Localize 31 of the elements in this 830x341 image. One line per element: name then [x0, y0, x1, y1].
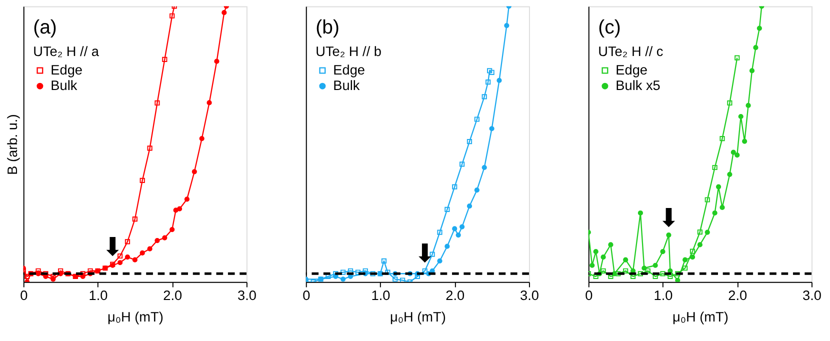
legend-title: UTe₂ H // b [316, 44, 382, 59]
x-tick-label: 1.0 [88, 288, 108, 303]
legend-title: UTe₂ H // a [33, 44, 100, 59]
text: (c) [598, 16, 621, 38]
legend-label: Bulk [333, 78, 360, 93]
x-tick-label: 3.0 [520, 288, 540, 303]
legend-label: Edge [50, 62, 82, 78]
annotation: ⬇ [658, 202, 680, 232]
x-tick-label: 2.0 [163, 288, 182, 303]
text: (a) [33, 16, 57, 38]
x-tick-label: 0 [302, 288, 311, 303]
x-axis-title: μ₀H (mT) [390, 309, 446, 324]
x-tick-label: 2.0 [446, 288, 465, 303]
x-tick-label: 3.0 [802, 288, 822, 303]
legend-label: Bulk [50, 78, 78, 93]
x-axis-title: μ₀H (mT) [107, 309, 164, 324]
x-tick-label: 2.0 [728, 288, 748, 303]
x-tick-label: 1.0 [371, 288, 391, 303]
legend-label: Edge [616, 62, 648, 78]
x-tick-label: 0 [585, 288, 594, 303]
annotation: ⬇ [102, 232, 124, 262]
text: (b) [316, 16, 340, 38]
x-axis-title: μ₀H (mT) [672, 309, 728, 324]
x-tick-label: 3.0 [237, 288, 257, 303]
x-tick-label: 1.0 [654, 288, 674, 303]
annotation: ⬇ [414, 238, 436, 268]
legend-title: UTe₂ H // c [598, 44, 664, 59]
legend-label: Edge [333, 62, 365, 78]
x-tick-label: 0 [20, 288, 28, 303]
legend-label: Bulk x5 [616, 78, 660, 93]
y-axis-title: B (arb. u.) [5, 114, 20, 175]
